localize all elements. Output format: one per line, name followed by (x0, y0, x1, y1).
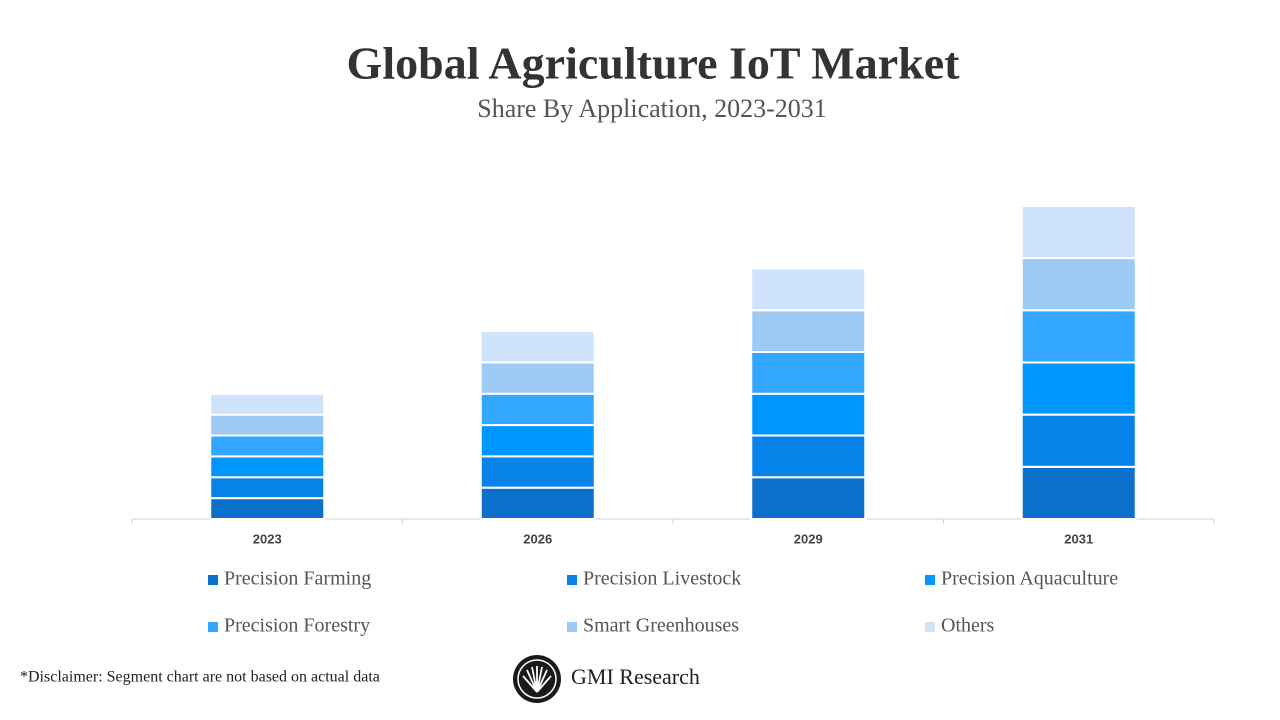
bar-segment (1020, 361, 1137, 416)
bar-segment (1020, 465, 1137, 520)
disclaimer: *Disclaimer: Segment chart are not based… (20, 669, 380, 686)
legend-swatch (925, 575, 935, 585)
legend-label: Precision Forestry (224, 615, 370, 637)
legend-label: Precision Livestock (583, 568, 741, 590)
bar-segment (479, 486, 596, 520)
bar-segment (209, 434, 326, 458)
legend-label: Precision Aquaculture (941, 568, 1118, 590)
bar-segment (479, 424, 596, 458)
x-tick-label: 2031 (1064, 531, 1093, 546)
legend-swatch (208, 575, 218, 585)
logo (513, 655, 561, 703)
bar-segment (750, 351, 867, 395)
legend-swatch (567, 575, 577, 585)
legend-label: Precision Farming (224, 568, 371, 590)
bar-segment (750, 476, 867, 520)
bar-segment (1020, 257, 1137, 312)
legend-swatch (567, 622, 577, 632)
legend-swatch (208, 622, 218, 632)
bar-segment (1020, 309, 1137, 364)
bar-segment (209, 413, 326, 437)
bar-segment (1020, 204, 1137, 260)
legend-swatch (925, 622, 935, 632)
bar-segment (479, 392, 596, 427)
bar-segment (750, 309, 867, 353)
bar-segment (479, 455, 596, 489)
bar-segment (209, 476, 326, 500)
bar-segment (1020, 413, 1137, 468)
brand: GMI Research (571, 664, 700, 689)
legend-label: Others (941, 615, 995, 637)
bar-segment (750, 434, 867, 479)
legend-label: Smart Greenhouses (583, 615, 739, 637)
x-tick-label: 2026 (523, 531, 552, 546)
chart-title: Global Agriculture IoT Market (347, 38, 961, 89)
bar-segment (750, 267, 867, 312)
bar-segment (750, 392, 867, 437)
bar-segment (209, 455, 326, 479)
x-tick-label: 2029 (794, 531, 823, 546)
bar-segment (209, 497, 326, 520)
bar-segment (479, 361, 596, 395)
x-tick-label: 2023 (253, 531, 282, 546)
bar-segment (479, 330, 596, 364)
bar-segment (209, 392, 326, 416)
chart-subtitle: Share By Application, 2023-2031 (477, 94, 827, 123)
